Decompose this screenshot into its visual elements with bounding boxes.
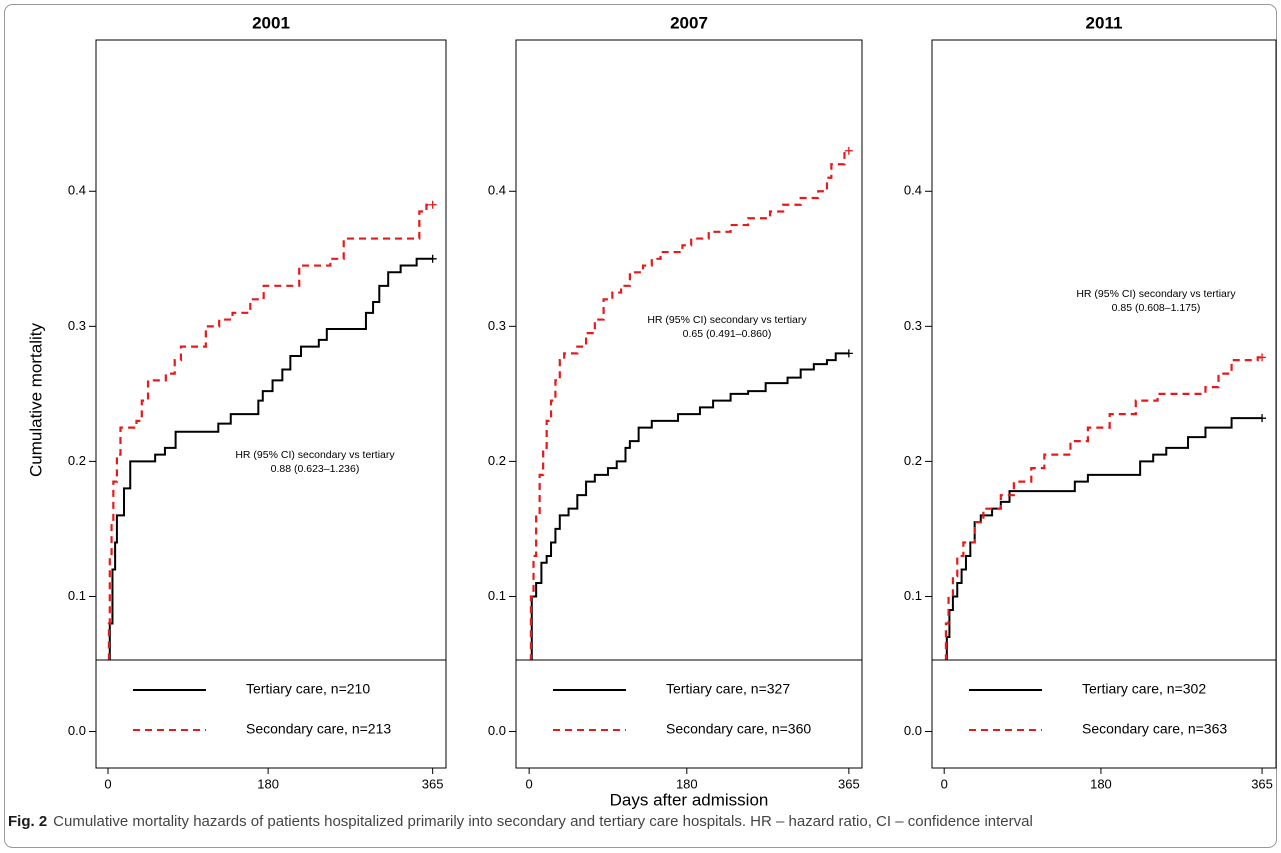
- plot-area: [944, 353, 1267, 733]
- annotation: 0.88 (0.623–1.236): [271, 463, 360, 475]
- legend-label: Secondary care, n=360: [666, 721, 811, 737]
- y-tick-label: 0.4: [904, 183, 922, 198]
- y-tick-label: 0.0: [904, 723, 922, 738]
- plot-frame: [931, 39, 1277, 769]
- annotation: 0.85 (0.608–1.175): [1112, 302, 1201, 314]
- x-tick-label: 180: [1090, 776, 1112, 791]
- legend-label: Secondary care, n=213: [246, 721, 391, 737]
- y-tick-label: 0.1: [904, 588, 922, 603]
- censor-mark: [844, 349, 853, 358]
- legend-box: [931, 659, 1277, 769]
- panel-title: 2011: [1086, 13, 1123, 32]
- legend-box: [95, 659, 447, 769]
- survival-curve: [529, 149, 849, 733]
- censor-mark: [1258, 353, 1267, 362]
- plot-frame: [515, 39, 863, 769]
- x-tick-label: 180: [257, 776, 279, 791]
- censor-mark: [844, 146, 853, 155]
- y-tick-label: 0.0: [488, 723, 506, 738]
- survival-curve: [529, 352, 849, 733]
- y-tick-label: 0.1: [68, 588, 86, 603]
- legend-label: Tertiary care, n=302: [1082, 681, 1206, 697]
- survival-curve: [107, 203, 433, 733]
- y-tick-label: 0.2: [68, 453, 86, 468]
- annotation: HR (95% CI) secondary vs tertiary: [235, 449, 395, 461]
- survival-curve: [108, 257, 433, 733]
- caption-text: Cumulative mortality hazards of patients…: [53, 813, 1033, 830]
- panel-title: 2007: [670, 13, 708, 32]
- y-tick-label: 0.3: [904, 318, 922, 333]
- y-tick-label: 0.0: [68, 723, 86, 738]
- x-tick-label: 365: [838, 776, 860, 791]
- plot-area: [529, 146, 853, 733]
- legend-box: [515, 659, 863, 769]
- legend-label: Tertiary care, n=327: [666, 681, 790, 697]
- legend-label: Tertiary care, n=210: [246, 681, 370, 697]
- x-tick-label: 180: [676, 776, 698, 791]
- survival-curve: [944, 417, 1263, 733]
- y-tick-label: 0.1: [488, 588, 506, 603]
- y-tick-label: 0.4: [488, 183, 506, 198]
- x-tick-label: 0: [526, 776, 533, 791]
- annotation: 0.65 (0.491–0.860): [683, 328, 772, 340]
- plot-area: [107, 200, 437, 733]
- legend-label: Secondary care, n=363: [1082, 721, 1227, 737]
- y-tick-label: 0.3: [68, 318, 86, 333]
- annotation: HR (95% CI) secondary vs tertiary: [647, 314, 807, 326]
- censor-mark: [1258, 414, 1267, 423]
- y-tick-label: 0.3: [488, 318, 506, 333]
- censor-mark: [428, 200, 437, 209]
- x-tick-label: 365: [422, 776, 444, 791]
- x-axis-label: Days after admission: [610, 790, 769, 809]
- x-tick-label: 0: [104, 776, 111, 791]
- x-tick-label: 365: [1251, 776, 1273, 791]
- y-tick-label: 0.2: [488, 453, 506, 468]
- annotation: HR (95% CI) secondary vs tertiary: [1076, 288, 1236, 300]
- caption: Fig. 2 Cumulative mortality hazards of pa…: [8, 813, 1033, 830]
- y-tick-label: 0.4: [68, 183, 86, 198]
- panel-title: 2001: [252, 13, 290, 32]
- caption-label: Fig. 2: [8, 813, 47, 830]
- x-tick-label: 0: [941, 776, 948, 791]
- y-tick-label: 0.2: [904, 453, 922, 468]
- censor-mark: [428, 254, 437, 263]
- plot-frame: [95, 39, 447, 769]
- y-axis-label: Cumulative mortality: [26, 323, 45, 477]
